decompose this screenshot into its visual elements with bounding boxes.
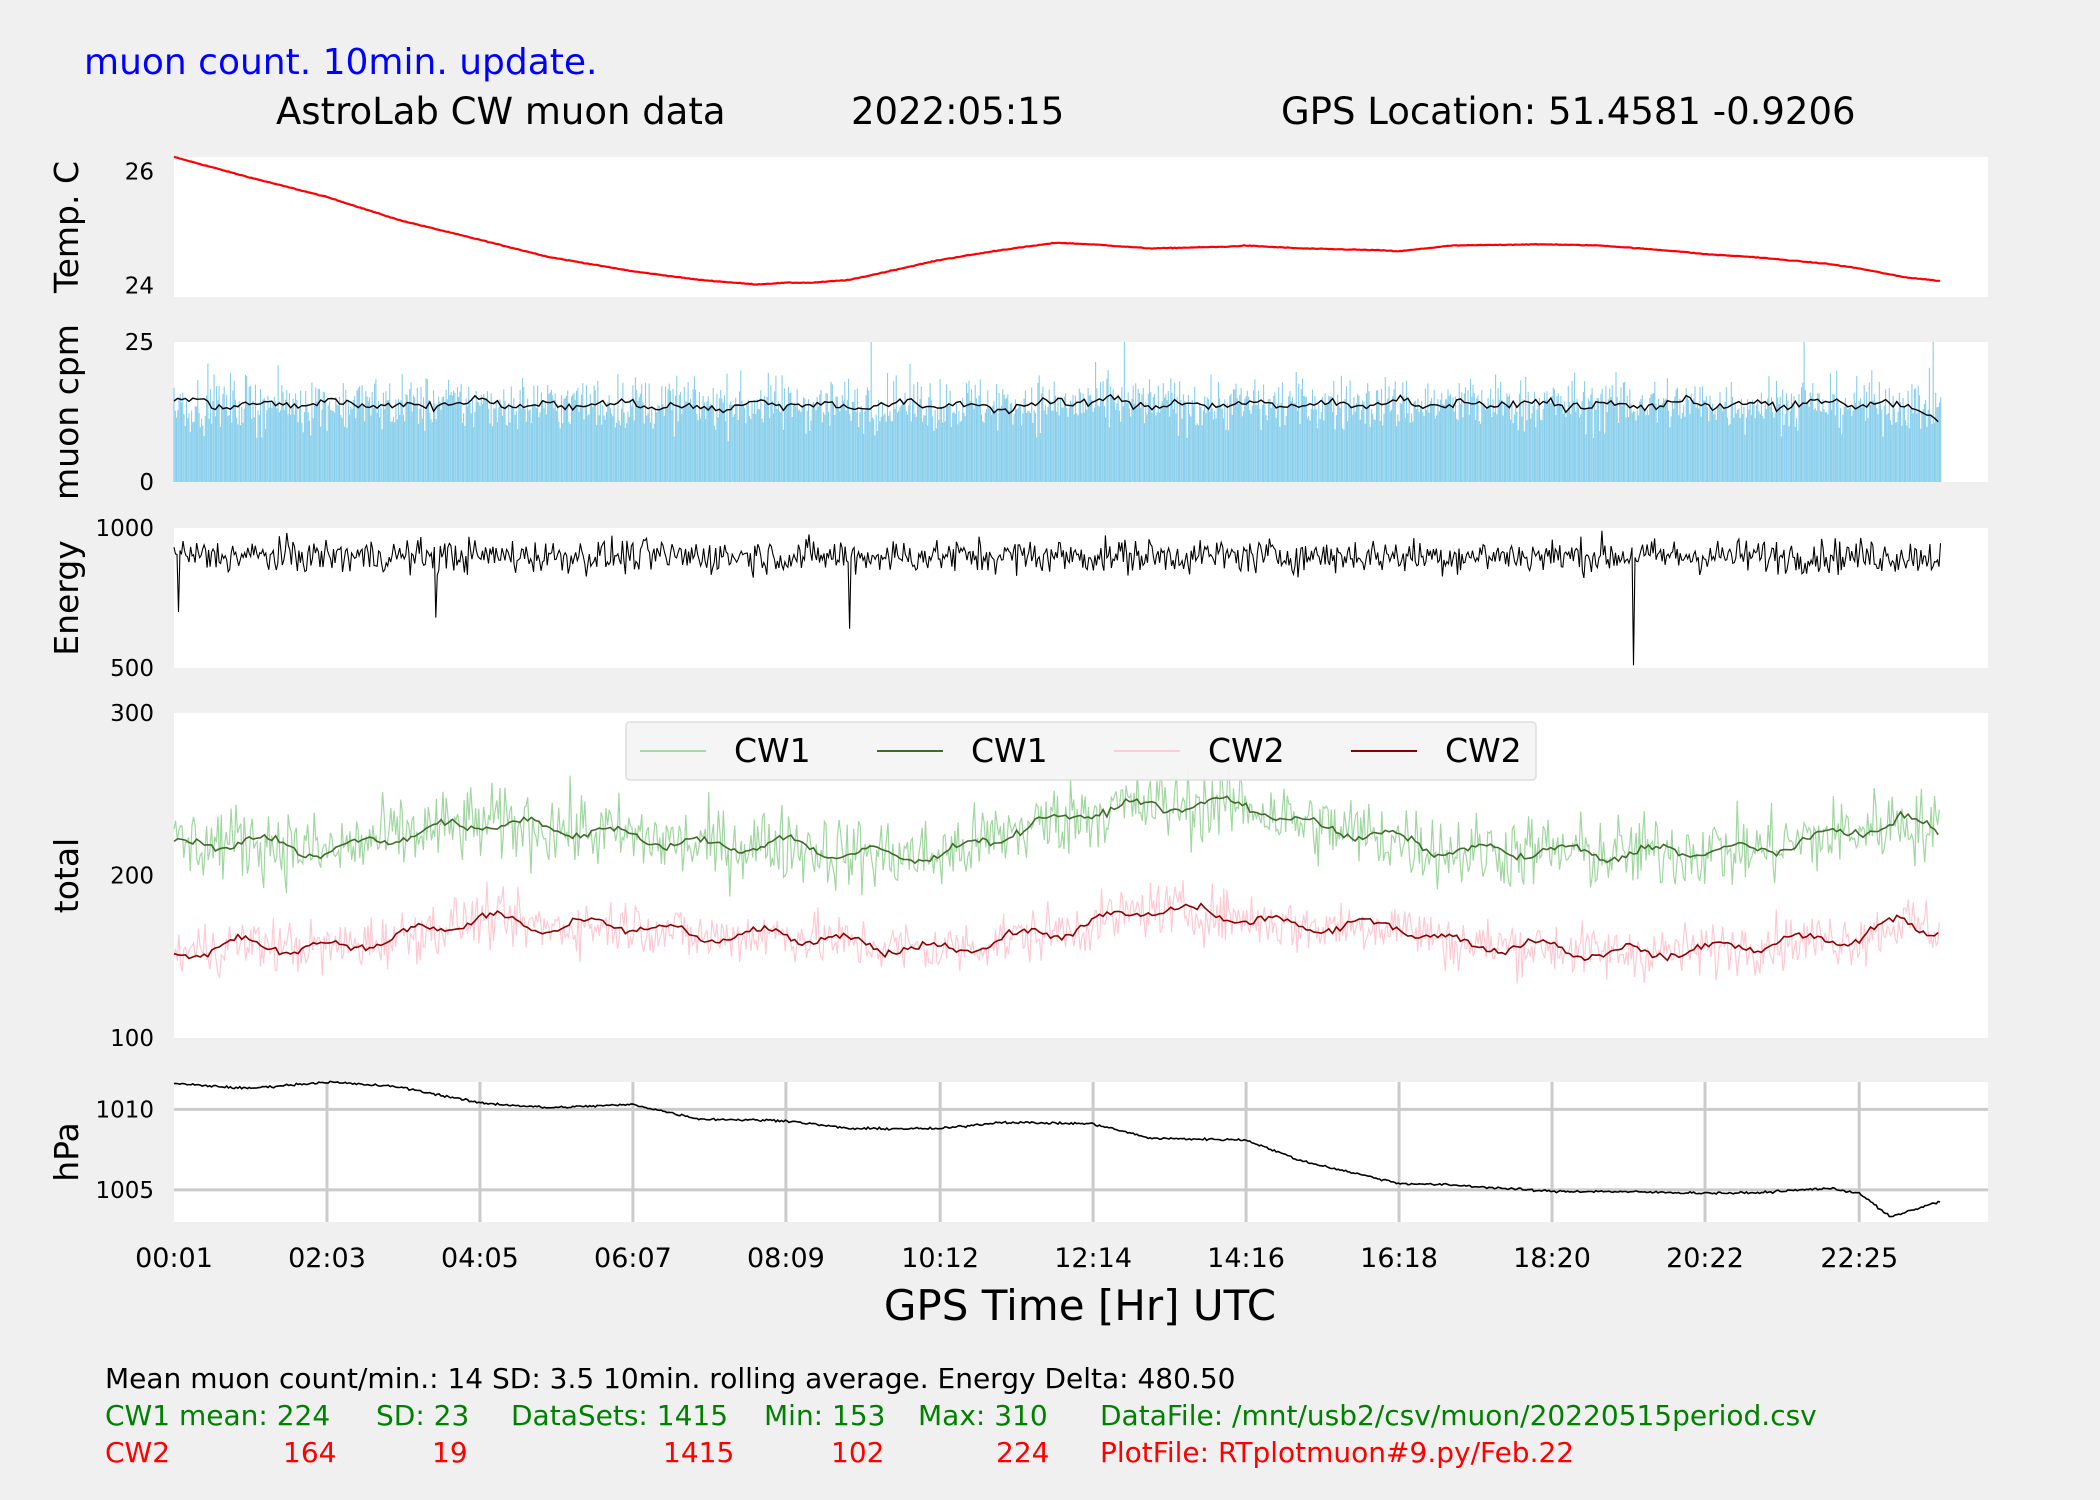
- legend-label: CW2: [1208, 731, 1285, 770]
- x-tick-label: 16:18: [1360, 1243, 1438, 1274]
- x-tick-label: 10:12: [901, 1243, 979, 1274]
- panel-background: [174, 157, 1988, 297]
- footer-cw2-label: CW2: [105, 1436, 170, 1469]
- panel-total: 100 200 300 total CW1 CW1 CW2 CW2: [47, 701, 1988, 1052]
- x-tick-label: 18:20: [1513, 1243, 1591, 1274]
- x-tick-label: 04:05: [441, 1243, 519, 1274]
- legend-label: CW1: [734, 731, 811, 770]
- footer-cw2-min: 102: [831, 1436, 884, 1469]
- footer-cw2-max: 224: [996, 1436, 1049, 1469]
- y-tick-label: 25: [125, 330, 154, 356]
- x-tick-label: 14:16: [1207, 1243, 1285, 1274]
- y-axis-label: Energy: [47, 540, 86, 656]
- x-tick-label: 12:14: [1054, 1243, 1132, 1274]
- gps-location: GPS Location: 51.4581 -0.9206: [1281, 90, 1856, 133]
- y-axis-label: total: [47, 838, 86, 913]
- footer-cw1-sd: SD: 23: [376, 1399, 469, 1432]
- update-note: muon count. 10min. update.: [84, 42, 598, 83]
- chart-date: 2022:05:15: [851, 90, 1064, 133]
- y-tick-label: 300: [110, 701, 154, 727]
- footer-cw2-datasets: 1415: [663, 1436, 734, 1469]
- y-tick-label: 500: [110, 656, 154, 682]
- y-axis-label: hPa: [47, 1122, 86, 1182]
- legend: CW1 CW1 CW2 CW2: [625, 721, 1537, 781]
- footer-cw1-row: CW1 mean: 224 SD: 23 DataSets: 1415 Min:…: [105, 1399, 1817, 1432]
- muon-cpm-rolling-line: [173, 393, 1939, 423]
- series-cw2-raw: [173, 879, 1940, 984]
- panel-temperature: 24 26 Temp. C: [47, 155, 1988, 300]
- footer-summary: Mean muon count/min.: 14 SD: 3.5 10min. …: [105, 1362, 1235, 1395]
- x-axis: 00:01 02:03 04:05 06:07 08:09 10:12 12:14 14:16…: [135, 1243, 1898, 1274]
- x-tick-label: 22:25: [1820, 1243, 1898, 1274]
- y-tick-label: 1010: [95, 1097, 154, 1123]
- series-cw2-rolling: [173, 902, 1939, 962]
- series-cw1-rolling: [173, 795, 1939, 865]
- footer-cw1-mean: CW1 mean: 224: [105, 1399, 330, 1432]
- y-tick-label: 1000: [95, 516, 154, 542]
- y-tick-label: 0: [139, 470, 154, 496]
- legend-label: CW2: [1445, 731, 1522, 770]
- panel-muon_cpm: 0 25 muon cpm: [47, 324, 1988, 500]
- y-tick-label: 26: [125, 159, 154, 185]
- pressure-line: [173, 1080, 1941, 1218]
- panel-background: [174, 1082, 1988, 1222]
- y-tick-label: 1005: [95, 1178, 154, 1204]
- footer-plotfile: PlotFile: RTplotmuon#9.py/Feb.22: [1100, 1436, 1574, 1469]
- series-cw1-raw: [173, 752, 1940, 897]
- y-tick-label: 100: [110, 1026, 154, 1052]
- panel-energy: 500 1000 Energy: [47, 516, 1988, 682]
- x-tick-label: 06:07: [594, 1243, 672, 1274]
- footer-cw1-min: Min: 153: [764, 1399, 885, 1432]
- y-axis-label: Temp. C: [47, 161, 86, 294]
- footer-cw1-max: Max: 310: [918, 1399, 1048, 1432]
- footer-datafile: DataFile: /mnt/usb2/csv/muon/20220515per…: [1100, 1399, 1817, 1432]
- legend-label: CW1: [971, 731, 1048, 770]
- y-axis-label: muon cpm: [47, 324, 86, 500]
- footer-cw2-sd: 19: [432, 1436, 468, 1469]
- y-tick-label: 200: [110, 864, 154, 890]
- x-tick-label: 20:22: [1666, 1243, 1744, 1274]
- muon-cpm-bars: [173, 342, 1942, 482]
- x-tick-label: 08:09: [747, 1243, 825, 1274]
- chart-title: AstroLab CW muon data: [276, 90, 726, 133]
- panel-background: [174, 528, 1988, 668]
- footer-cw2-mean: 164: [283, 1436, 336, 1469]
- temperature-line: [173, 155, 1941, 286]
- footer-cw1-datasets: DataSets: 1415: [511, 1399, 728, 1432]
- footer-cw2-row: CW2 164 19 1415 102 224 PlotFile: RTplot…: [105, 1436, 1574, 1469]
- chart-panels: 24 26 Temp. C 0 25 muon cpm 500 1000 Energy 100 20…: [47, 155, 1988, 1222]
- x-tick-label: 02:03: [288, 1243, 366, 1274]
- energy-line: [173, 530, 1942, 666]
- y-tick-label: 24: [125, 274, 154, 300]
- legend-box: [625, 721, 1537, 781]
- panel-pressure: 1005 1010 hPa: [47, 1080, 1988, 1222]
- x-axis-label: GPS Time [Hr] UTC: [884, 1281, 1276, 1330]
- x-tick-label: 00:01: [135, 1243, 213, 1274]
